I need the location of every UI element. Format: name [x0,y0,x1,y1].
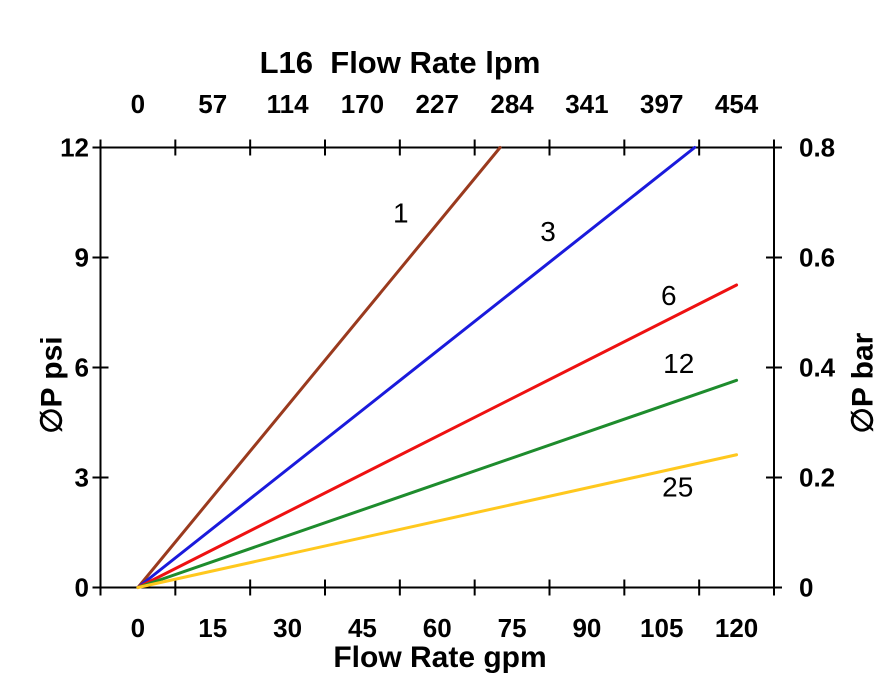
x-bottom-tick-label: 105 [640,613,683,643]
x-bottom-tick-label: 75 [498,613,527,643]
x-top-tick-label: 114 [267,89,309,119]
x-bottom-tick-label: 120 [715,613,758,643]
y-left-tick-label: 9 [75,243,89,273]
x-top-tick-label: 170 [341,89,384,119]
series-label-12: 12 [663,348,694,379]
x-top-tick-label: 284 [490,89,534,119]
series-label-6: 6 [661,280,677,311]
series-label-3: 3 [540,216,556,247]
y-left-tick-label: 12 [60,133,89,163]
y-left-tick-label: 0 [75,573,89,603]
series-line-1 [136,146,502,589]
y-right-tick-label: 0.4 [799,353,836,383]
x-bottom-tick-label: 60 [423,613,452,643]
x-top-tick-label: 341 [565,89,608,119]
y-right-tick-label: 0.8 [799,133,835,163]
y-left-tick-label: 3 [75,463,89,493]
series-line-3 [136,146,697,589]
y-right-tick-label: 0.6 [799,243,835,273]
x-top-tick-label: 57 [198,89,227,119]
x-top-tick-label: 0 [131,89,145,119]
y-right-tick-label: 0 [799,573,813,603]
x-bottom-tick-label: 90 [572,613,601,643]
x-top-tick-label: 227 [416,89,459,119]
x-axis-title: Flow Rate gpm [333,641,547,674]
x-bottom-tick-label: 30 [273,613,302,643]
series-label-1: 1 [393,198,409,229]
series-line-25 [136,453,739,589]
x-bottom-tick-label: 45 [348,613,377,643]
chart-title: L16 Flow Rate lpm [259,45,541,80]
series-label-25: 25 [662,471,693,502]
x-bottom-tick-label: 15 [198,613,227,643]
y-right-tick-label: 0.2 [799,463,835,493]
x-bottom-tick-label: 0 [131,613,145,643]
y-left-tick-label: 6 [75,353,89,383]
series-line-12 [136,378,739,589]
x-top-tick-label: 454 [715,89,759,119]
series-line-6 [136,283,739,589]
x-top-tick-label: 397 [640,89,683,119]
